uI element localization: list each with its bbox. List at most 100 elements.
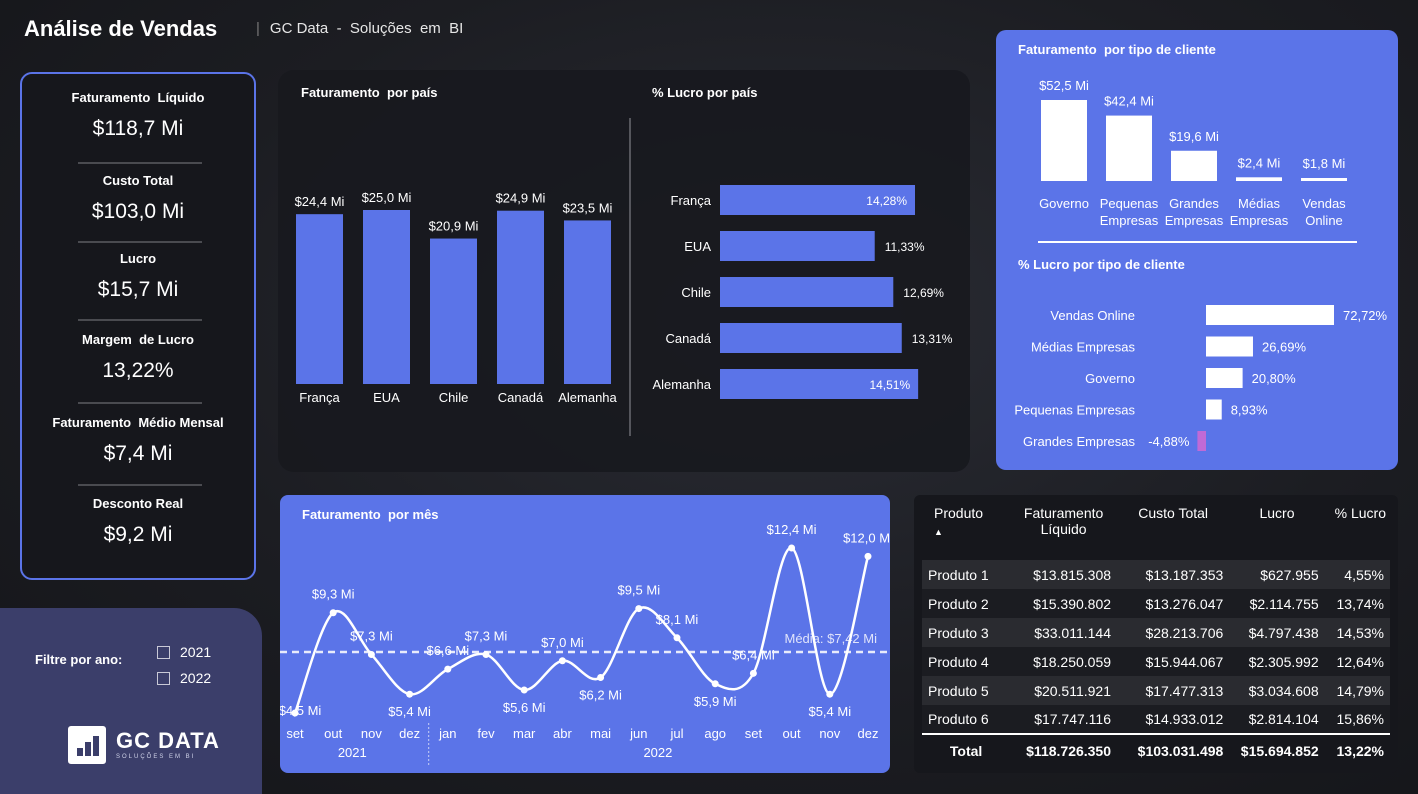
header-custo-total[interactable]: Custo Total [1138, 505, 1209, 521]
data-point [864, 552, 872, 560]
filter-option-label: 2021 [180, 644, 212, 660]
header-faturamento[interactable]: Faturamento Líquido [1023, 505, 1104, 537]
page-subtitle: | GC Data - Soluções em BI [256, 20, 463, 37]
header-percent-lucro[interactable]: % Lucro [1334, 505, 1386, 521]
category-label: Alemanha [652, 377, 711, 392]
point-value-label: $12,0 Mi [843, 530, 890, 545]
country-profit-bar [720, 185, 915, 215]
point-value-label: $9,5 Mi [617, 583, 660, 598]
logo-subtext: SOLUÇÕES EM BI [116, 754, 196, 760]
point-value-label: $7,3 Mi [350, 629, 393, 644]
point-value-label: $4,5 Mi [280, 703, 321, 718]
cell-produto: Produto 5 [922, 676, 1011, 705]
category-label: Alemanha [558, 390, 617, 405]
bar-value-label: 26,69% [1262, 340, 1307, 355]
bar-value-label: 14,28% [866, 194, 907, 208]
country-revenue-title: Faturamento por país [301, 85, 438, 100]
filter-panel [0, 608, 262, 794]
kpi-value: $118,7 Mi [92, 117, 184, 140]
category-label: Grandes [1169, 196, 1219, 211]
bar-value-label: $42,4 Mi [1104, 94, 1154, 109]
data-point [520, 686, 528, 694]
logo-bar [85, 742, 91, 756]
month-tick-label: jan [438, 726, 456, 741]
month-tick-label: set [745, 726, 763, 741]
checkbox[interactable] [157, 671, 170, 685]
table-row[interactable]: Produto 6 $17.747.116 $14.933.012 $2.814… [922, 705, 1390, 734]
year-group-label: 2022 [643, 745, 672, 760]
data-point [406, 690, 414, 698]
page-title: Análise de Vendas [24, 16, 218, 41]
country-revenue-bar [430, 238, 477, 384]
bar-value-label: 8,93% [1231, 403, 1268, 418]
point-value-label: $5,6 Mi [503, 700, 546, 715]
point-value-label: $7,3 Mi [465, 629, 508, 644]
filter-option-2022[interactable]: 2022 [157, 670, 211, 686]
category-label: EUA [684, 239, 711, 254]
logo-bar [93, 736, 99, 756]
client-profit-bar [1206, 336, 1253, 357]
client-profit-bar [1206, 368, 1243, 388]
cell-lucro: $4.797.438 [1229, 618, 1325, 647]
month-tick-label: jul [669, 726, 683, 741]
point-value-label: $6,6 Mi [426, 643, 469, 658]
point-value-label: $6,2 Mi [579, 687, 622, 702]
logo-text: GC DATA [116, 728, 220, 753]
cell-percent: 13,74% [1324, 589, 1390, 618]
bar-value-label: $24,9 Mi [496, 191, 546, 206]
category-label: Governo [1085, 371, 1135, 386]
category-label: Chile [439, 390, 469, 405]
table-row[interactable]: Produto 5 $20.511.921 $17.477.313 $3.034… [922, 676, 1390, 705]
country-revenue-bar [296, 214, 343, 384]
category-label: EUA [373, 390, 400, 405]
total-label: Total [922, 733, 1011, 766]
kpi-value: 13,22% [102, 359, 174, 382]
cell-faturamento: $13.815.308 [1010, 560, 1118, 589]
cell-lucro: $2.114.755 [1229, 589, 1325, 618]
checkbox[interactable] [157, 645, 170, 659]
country-charts: Faturamento por país % Lucro por país $2… [295, 85, 953, 436]
header-lucro[interactable]: Lucro [1259, 505, 1295, 521]
cell-custo: $15.944.067 [1117, 647, 1230, 676]
kpi-divider [78, 319, 202, 321]
logo: GC DATA SOLUÇÕES EM BI [68, 726, 220, 764]
bar-value-label: $19,6 Mi [1169, 129, 1219, 144]
country-profit-bar [720, 323, 902, 353]
header-produto[interactable]: Produto ▲ [922, 505, 1010, 560]
year-group-label: 2021 [338, 745, 367, 760]
category-label: França [671, 193, 712, 208]
table-row[interactable]: Produto 2 $15.390.802 $13.276.047 $2.114… [922, 589, 1390, 618]
filter-option-2021[interactable]: 2021 [157, 644, 211, 660]
kpi-divider [78, 402, 202, 404]
table-row[interactable]: Produto 3 $33.011.144 $28.213.706 $4.797… [922, 618, 1390, 647]
kpi-label: Faturamento Líquido [71, 90, 205, 105]
client-profit-title: % Lucro por tipo de cliente [1018, 257, 1185, 272]
category-label: Empresas [1230, 213, 1289, 228]
kpi-margem-lucro: Margem de Lucro 13,22% [22, 332, 254, 383]
data-point [367, 651, 375, 659]
table-row[interactable]: Produto 1 $13.815.308 $13.187.353 $627.9… [922, 560, 1390, 589]
category-label: Chile [681, 285, 711, 300]
month-chart-title: Faturamento por mês [302, 507, 439, 522]
category-label: Empresas [1165, 213, 1224, 228]
table-header-row: Produto ▲ Faturamento Líquido Custo Total… [922, 505, 1390, 560]
kpi-lucro: Lucro $15,7 Mi [22, 251, 254, 302]
country-revenue-bar [363, 210, 410, 384]
total-percent: 13,22% [1324, 733, 1390, 766]
sort-ascending-icon[interactable]: ▲ [934, 527, 943, 537]
bar-value-label: $24,4 Mi [295, 194, 345, 209]
total-faturamento: $118.726.350 [1010, 733, 1118, 766]
table-row[interactable]: Produto 4 $18.250.059 $15.944.067 $2.305… [922, 647, 1390, 676]
category-label: Pequenas Empresas [1014, 403, 1135, 418]
filter-label: Filtre por ano: [35, 652, 123, 667]
client-charts: Faturamento por tipo de cliente $52,5 Mi… [1014, 42, 1388, 451]
point-value-label: $12,4 Mi [767, 522, 817, 537]
client-profit-bar-negative [1197, 431, 1206, 451]
cell-percent: 14,53% [1324, 618, 1390, 647]
cell-custo: $13.276.047 [1117, 589, 1230, 618]
category-label: Médias [1238, 196, 1280, 211]
kpi-faturamento-liquido: Faturamento Líquido $118,7 Mi [22, 90, 254, 141]
client-revenue-bar [1236, 177, 1282, 181]
country-profit-bar [720, 369, 919, 399]
total-lucro: $15.694.852 [1229, 733, 1325, 766]
